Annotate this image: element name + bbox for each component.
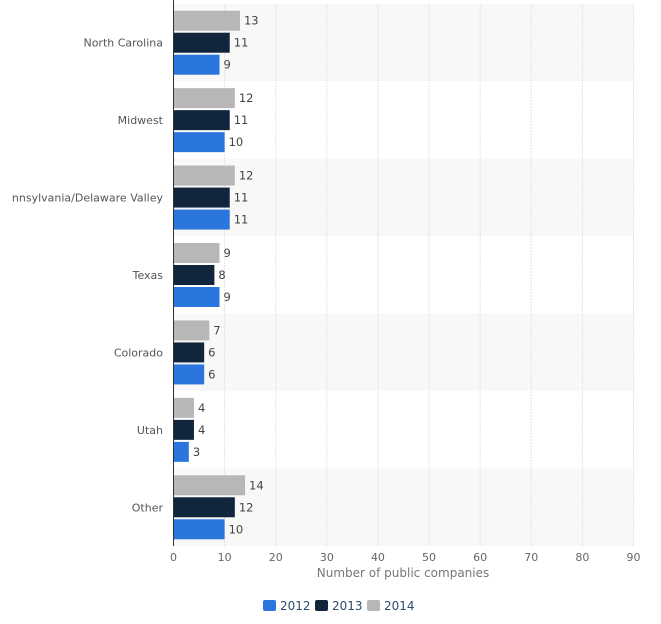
value-label: 12 [239, 169, 254, 183]
category-label: Colorado [114, 346, 163, 359]
x-tick-label: 0 [170, 551, 177, 564]
bar-2013[interactable] [173, 419, 194, 440]
bar-2012[interactable] [173, 519, 225, 540]
value-label: 11 [234, 36, 249, 50]
bar-2013[interactable] [173, 342, 205, 363]
x-tick-label: 20 [269, 551, 283, 564]
value-label: 12 [239, 500, 254, 514]
value-label: 12 [239, 91, 254, 105]
legend-swatch [367, 600, 380, 611]
legend-label: 2013 [332, 599, 363, 613]
bar-2013[interactable] [173, 110, 230, 131]
category-bands [173, 4, 634, 546]
value-label: 11 [234, 113, 249, 127]
legend-swatch [315, 600, 328, 611]
legend-label: 2014 [384, 599, 415, 613]
category-label: Texas [132, 269, 164, 282]
value-label: 14 [249, 478, 264, 492]
category-label: Midwest [118, 114, 164, 127]
value-label: 7 [213, 323, 220, 337]
value-label: 3 [193, 445, 200, 459]
category-label: Other [132, 501, 164, 514]
bar-2014[interactable] [173, 88, 235, 109]
category-band [173, 313, 634, 392]
x-tick-label: 10 [218, 551, 232, 564]
bar-2012[interactable] [173, 287, 220, 307]
value-label: 11 [234, 213, 249, 227]
x-tick-label: 80 [575, 551, 589, 564]
value-label: 6 [208, 345, 215, 359]
value-label: 10 [229, 135, 244, 149]
legend-item-2013[interactable]: 2013 [315, 599, 363, 613]
value-label: 13 [244, 14, 259, 28]
bar-2014[interactable] [173, 243, 220, 263]
legend-label: 2012 [280, 599, 311, 613]
bar-2014[interactable] [173, 475, 246, 496]
legend-item-2012[interactable]: 2012 [263, 599, 311, 613]
bar-2013[interactable] [173, 32, 230, 53]
bar-2012[interactable] [173, 209, 230, 230]
value-label: 8 [218, 268, 225, 282]
bar-2013[interactable] [173, 187, 230, 208]
bar-2014[interactable] [173, 397, 194, 418]
category-band [173, 158, 634, 237]
bar-2014[interactable] [173, 165, 235, 186]
legend[interactable]: 2012 2013 2014 [263, 599, 415, 613]
value-label: 4 [198, 423, 205, 437]
x-tick-labels: 0 10 20 30 40 50 60 70 80 90 [170, 551, 641, 564]
grid-lines [224, 4, 634, 546]
category-labels: North Carolina Midwest nnsylvania/Delaware… [12, 37, 164, 515]
x-axis-title: Number of public companies [317, 566, 490, 580]
value-label: 4 [198, 401, 205, 415]
category-label: North Carolina [83, 37, 163, 50]
bar-2014[interactable] [173, 10, 240, 31]
value-label: 9 [224, 246, 231, 260]
value-label: 9 [224, 290, 231, 304]
category-band [173, 4, 634, 82]
bar-2013[interactable] [173, 265, 215, 285]
bar-2012[interactable] [173, 132, 225, 153]
x-tick-label: 90 [627, 551, 641, 564]
bar-2013[interactable] [173, 497, 235, 518]
bar-2014[interactable] [173, 320, 210, 341]
value-label: 9 [224, 58, 231, 72]
x-tick-label: 40 [371, 551, 385, 564]
x-tick-label: 60 [473, 551, 487, 564]
category-label: nnsylvania/Delaware Valley [12, 192, 164, 205]
bar-2012[interactable] [173, 441, 189, 462]
value-label: 6 [208, 367, 215, 381]
value-label: 10 [229, 522, 244, 536]
bars [173, 10, 246, 540]
x-tick-label: 70 [524, 551, 538, 564]
legend-item-2014[interactable]: 2014 [367, 599, 415, 613]
x-tick-label: 50 [422, 551, 436, 564]
value-label: 11 [234, 191, 249, 205]
category-label: Utah [137, 424, 163, 437]
x-tick-label: 30 [320, 551, 334, 564]
category-band [173, 468, 634, 546]
bar-2012[interactable] [173, 364, 205, 385]
bar-2012[interactable] [173, 54, 220, 75]
legend-swatch [263, 600, 276, 611]
